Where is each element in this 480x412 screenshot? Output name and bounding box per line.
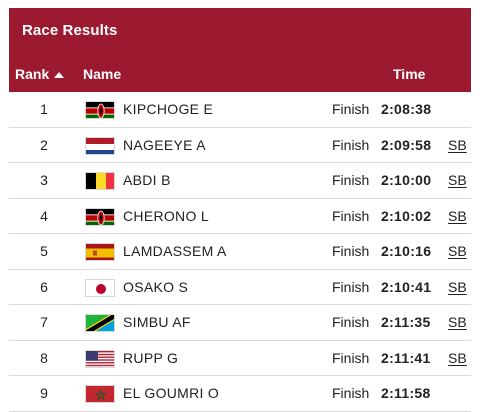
athlete-name: CHERONO L — [123, 207, 209, 224]
athlete-name: OSAKO S — [123, 278, 189, 295]
season-best-badge[interactable]: SB — [448, 243, 467, 260]
finish-time: 2:10:16 — [381, 243, 432, 260]
spain-flag-icon — [85, 243, 115, 261]
race-results-panel: Race Results Rank Name Time 1 KIPCHOGE E — [9, 8, 471, 412]
time-column-header: Time — [393, 66, 426, 82]
results-list: 1 KIPCHOGE E Finish 2:08:38 2 — [9, 92, 471, 412]
rank-cell: 3 — [40, 172, 48, 189]
result-row[interactable]: 1 KIPCHOGE E Finish 2:08:38 — [9, 92, 471, 128]
panel-title: Race Results — [22, 22, 118, 39]
sort-ascending-icon[interactable] — [54, 71, 65, 78]
kenya-flag-icon — [85, 207, 115, 226]
status-text: Finish — [332, 101, 370, 118]
finish-time: 2:10:41 — [381, 278, 432, 295]
status-text: Finish — [332, 172, 370, 189]
athlete-name: KIPCHOGE E — [123, 101, 214, 118]
finish-time: 2:10:00 — [381, 172, 432, 189]
status-text: Finish — [332, 243, 370, 260]
result-row[interactable]: 4 CHERONO L Finish 2:10:02 SB — [9, 199, 471, 234]
morocco-flag-icon — [85, 385, 115, 403]
athlete-name: LAMDASSEM A — [123, 243, 227, 260]
rank-column-header[interactable]: Rank — [15, 66, 65, 82]
finish-time: 2:11:58 — [381, 385, 431, 402]
athlete-name: SIMBU AF — [123, 314, 191, 331]
status-text: Finish — [332, 385, 370, 402]
result-row[interactable]: 8 RUPP G Finish 2:11:41 SB — [9, 341, 471, 376]
athlete-name: NAGEEYE A — [123, 136, 206, 153]
result-row[interactable]: 5 LAMDASSEM A Finish 2:10:16 SB — [9, 234, 471, 270]
tanzania-flag-icon — [85, 314, 115, 332]
rank-cell: 1 — [40, 101, 48, 118]
status-text: Finish — [332, 207, 370, 224]
status-text: Finish — [332, 349, 370, 366]
season-best-badge[interactable]: SB — [448, 314, 467, 331]
rank-cell: 7 — [40, 314, 48, 331]
name-column-header: Name — [83, 66, 122, 82]
belgium-flag-icon — [85, 172, 115, 190]
netherlands-flag-icon — [85, 136, 115, 155]
rank-cell: 8 — [40, 349, 48, 366]
season-best-badge[interactable]: SB — [448, 207, 467, 224]
athlete-name: EL GOUMRI O — [123, 385, 220, 402]
result-row[interactable]: 3 ABDI B Finish 2:10:00 SB — [9, 163, 471, 199]
athlete-name: RUPP G — [123, 349, 179, 366]
season-best-badge[interactable]: SB — [448, 349, 467, 366]
finish-time: 2:11:41 — [381, 349, 431, 366]
rank-cell: 4 — [40, 207, 48, 224]
finish-time: 2:11:35 — [381, 314, 431, 331]
japan-flag-icon — [85, 278, 115, 297]
result-row[interactable]: 9 EL GOUMRI O Finish 2:11:58 — [9, 376, 471, 412]
usa-flag-icon — [85, 349, 115, 368]
result-row[interactable]: 7 SIMBU AF Finish 2:11:35 SB — [9, 305, 471, 341]
finish-time: 2:08:38 — [381, 101, 432, 118]
rank-cell: 2 — [40, 136, 48, 153]
result-row[interactable]: 6 OSAKO S Finish 2:10:41 SB — [9, 270, 471, 305]
kenya-flag-icon — [85, 101, 115, 119]
results-header: Race Results Rank Name Time — [9, 8, 471, 92]
result-row[interactable]: 2 NAGEEYE A Finish 2:09:58 SB — [9, 128, 471, 163]
rank-cell: 6 — [40, 278, 48, 295]
rank-header-label: Rank — [15, 66, 50, 82]
rank-cell: 5 — [40, 243, 48, 260]
finish-time: 2:09:58 — [381, 136, 432, 153]
status-text: Finish — [332, 278, 370, 295]
season-best-badge[interactable]: SB — [448, 278, 467, 295]
rank-cell: 9 — [40, 385, 48, 402]
season-best-badge[interactable]: SB — [448, 172, 467, 189]
season-best-badge[interactable]: SB — [448, 136, 467, 153]
finish-time: 2:10:02 — [381, 207, 432, 224]
status-text: Finish — [332, 136, 370, 153]
status-text: Finish — [332, 314, 370, 331]
athlete-name: ABDI B — [123, 172, 171, 189]
